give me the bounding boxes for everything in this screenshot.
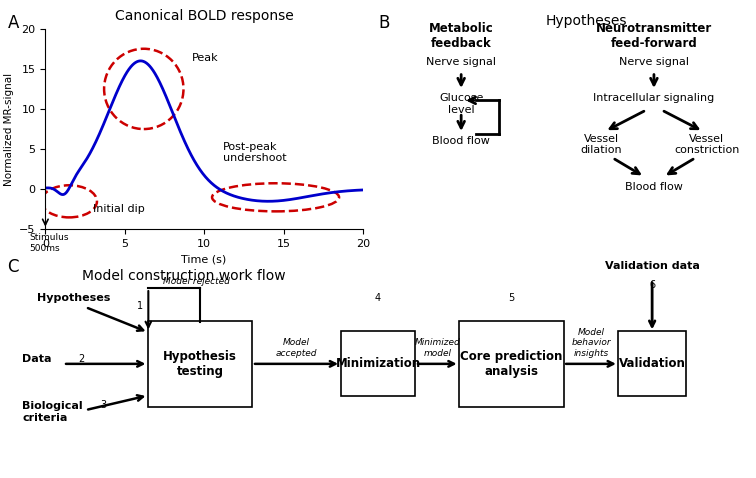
Text: 2: 2	[78, 354, 84, 364]
Text: Model
accepted: Model accepted	[276, 338, 318, 358]
Text: Intracellular signaling: Intracellular signaling	[593, 93, 714, 103]
FancyBboxPatch shape	[341, 331, 415, 396]
Text: Peak: Peak	[191, 53, 218, 63]
Text: Core prediction
analysis: Core prediction analysis	[460, 350, 562, 378]
Text: 3: 3	[100, 400, 107, 410]
Text: Initial dip: Initial dip	[93, 204, 144, 214]
FancyBboxPatch shape	[618, 331, 686, 396]
Text: Vessel
dilation: Vessel dilation	[580, 134, 622, 155]
Text: 1: 1	[138, 301, 144, 311]
Text: Biological
criteria: Biological criteria	[23, 401, 83, 423]
X-axis label: Time (s): Time (s)	[181, 255, 227, 265]
Text: Nerve signal: Nerve signal	[619, 57, 689, 67]
FancyBboxPatch shape	[459, 321, 563, 407]
Text: Hypothesis
testing: Hypothesis testing	[163, 350, 237, 378]
FancyBboxPatch shape	[148, 321, 253, 407]
Text: A: A	[8, 14, 19, 33]
Text: 4: 4	[375, 293, 381, 303]
Title: Canonical BOLD response: Canonical BOLD response	[115, 10, 293, 23]
Text: Validation data: Validation data	[605, 261, 699, 271]
Text: Post-peak
undershoot: Post-peak undershoot	[223, 141, 287, 163]
Text: C: C	[8, 258, 19, 276]
Text: Blood flow: Blood flow	[625, 182, 683, 192]
Text: Validation: Validation	[618, 358, 686, 370]
Text: Nerve signal: Nerve signal	[426, 57, 496, 67]
Text: 5: 5	[508, 293, 515, 303]
Text: Stimulus
500ms: Stimulus 500ms	[29, 233, 69, 253]
Text: Hypotheses: Hypotheses	[545, 14, 627, 28]
Text: Model
behavior
insights: Model behavior insights	[572, 328, 611, 358]
Text: Vessel
constriction: Vessel constriction	[674, 134, 739, 155]
Text: Model rejected: Model rejected	[163, 277, 230, 286]
Text: Metabolic
feedback: Metabolic feedback	[429, 22, 494, 50]
Text: B: B	[378, 14, 389, 33]
Text: Blood flow: Blood flow	[432, 136, 490, 146]
Text: Data: Data	[23, 354, 52, 364]
Text: Minimized
model: Minimized model	[414, 338, 460, 358]
Text: Neurotransmitter
feed-forward: Neurotransmitter feed-forward	[596, 22, 712, 50]
Text: Hypotheses: Hypotheses	[37, 293, 110, 303]
Text: 6: 6	[649, 280, 655, 290]
Text: Model construction work flow: Model construction work flow	[82, 269, 285, 283]
Text: Glucose
level: Glucose level	[439, 93, 483, 115]
Y-axis label: Normalized MR-signal: Normalized MR-signal	[4, 73, 14, 185]
Text: Minimization: Minimization	[336, 358, 420, 370]
